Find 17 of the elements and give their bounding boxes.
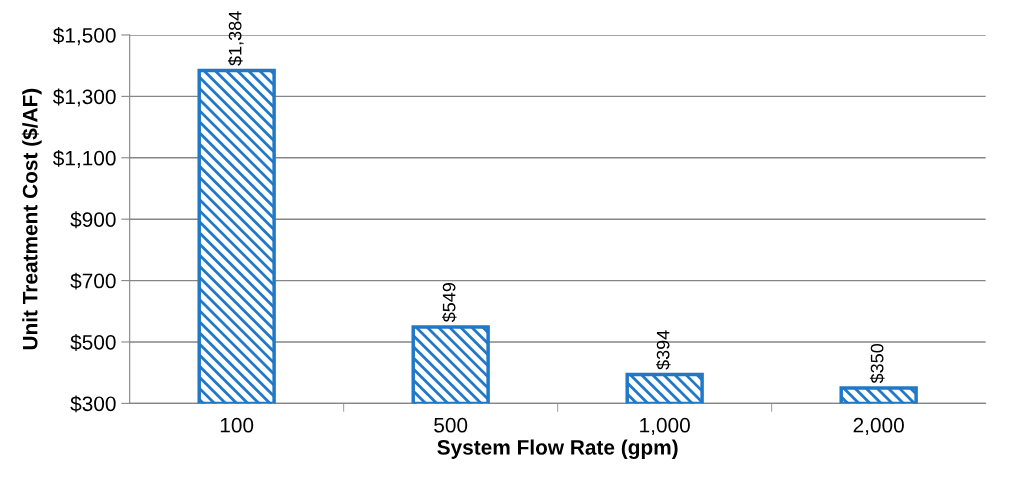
data-label: $394 xyxy=(655,330,671,370)
x-tick-label: 1,000 xyxy=(640,417,690,436)
y-tick-label: $1,500 xyxy=(52,27,116,46)
data-label: $1,384 xyxy=(227,11,244,66)
y-tick-label: $300 xyxy=(70,395,116,413)
x-tick-label: 100 xyxy=(220,417,254,433)
x-tick-label: 500 xyxy=(434,417,468,433)
x-axis-title: System Flow Rate (gpm) xyxy=(437,439,678,459)
x-tick-label: 2,000 xyxy=(853,417,904,436)
y-axis-title: Unit Treatment Cost ($/AF) xyxy=(21,88,42,350)
y-tick-label: $500 xyxy=(70,334,116,351)
y-tick-label: $1,300 xyxy=(52,88,116,107)
y-tick-label: $900 xyxy=(70,211,116,229)
y-tick-label: $1,100 xyxy=(52,149,116,168)
data-label: $549 xyxy=(441,283,457,323)
y-tick-label: $700 xyxy=(70,272,116,290)
data-label: $350 xyxy=(869,343,885,384)
